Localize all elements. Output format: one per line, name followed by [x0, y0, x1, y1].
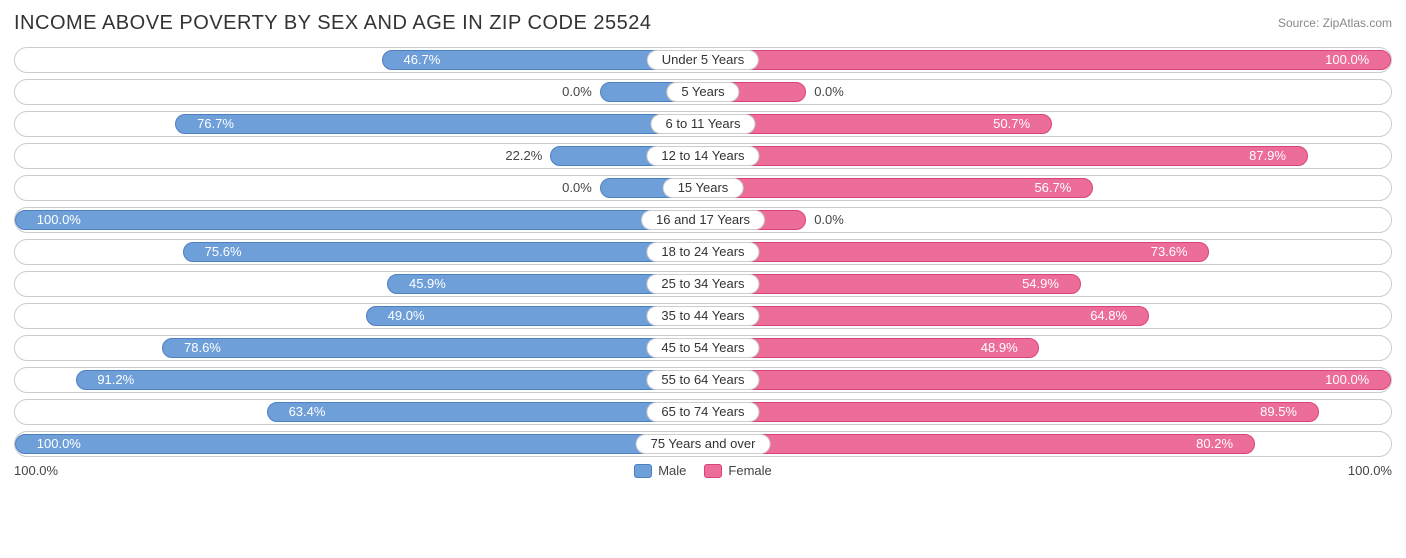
age-label: Under 5 Years	[647, 50, 759, 70]
female-value: 73.6%	[1151, 240, 1196, 266]
chart-row: 46.7% 100.0% Under 5 Years	[14, 47, 1392, 73]
male-bar	[267, 402, 703, 422]
male-value: 100.0%	[29, 208, 81, 234]
female-bar	[703, 402, 1319, 422]
female-value: 80.2%	[1196, 432, 1241, 458]
age-label: 25 to 34 Years	[646, 274, 759, 294]
male-value: 45.9%	[401, 272, 446, 298]
age-label: 12 to 14 Years	[646, 146, 759, 166]
female-bar	[703, 306, 1149, 326]
male-bar	[76, 370, 703, 390]
female-value: 50.7%	[993, 112, 1038, 138]
male-value: 63.4%	[281, 400, 326, 426]
female-value: 0.0%	[806, 80, 844, 106]
chart-row: 22.2% 87.9% 12 to 14 Years	[14, 143, 1392, 169]
female-bar	[703, 434, 1255, 454]
chart-title: INCOME ABOVE POVERTY BY SEX AND AGE IN Z…	[14, 12, 651, 35]
age-label: 75 Years and over	[636, 434, 771, 454]
female-bar	[703, 242, 1209, 262]
female-value: 64.8%	[1090, 304, 1135, 330]
male-bar	[175, 114, 703, 134]
chart-row: 100.0% 0.0% 16 and 17 Years	[14, 207, 1392, 233]
chart-row: 0.0% 56.7% 15 Years	[14, 175, 1392, 201]
chart-row: 91.2% 100.0% 55 to 64 Years	[14, 367, 1392, 393]
male-bar	[15, 210, 703, 230]
male-value: 22.2%	[505, 144, 550, 170]
female-value: 54.9%	[1022, 272, 1067, 298]
female-bar	[703, 146, 1308, 166]
male-swatch	[634, 464, 652, 478]
age-label: 55 to 64 Years	[646, 370, 759, 390]
legend-item-male: Male	[634, 463, 686, 478]
female-value: 100.0%	[1325, 368, 1377, 394]
male-value: 100.0%	[29, 432, 81, 458]
male-bar	[162, 338, 703, 358]
female-value: 48.9%	[981, 336, 1026, 362]
female-value: 87.9%	[1249, 144, 1294, 170]
male-bar	[15, 434, 703, 454]
legend: Male Female	[634, 463, 772, 478]
male-value: 75.6%	[197, 240, 242, 266]
female-swatch	[704, 464, 722, 478]
chart-source: Source: ZipAtlas.com	[1278, 16, 1392, 30]
age-label: 45 to 54 Years	[646, 338, 759, 358]
legend-item-female: Female	[704, 463, 771, 478]
age-label: 15 Years	[663, 178, 744, 198]
male-bar	[183, 242, 703, 262]
legend-female-label: Female	[728, 463, 771, 478]
chart-row: 63.4% 89.5% 65 to 74 Years	[14, 399, 1392, 425]
female-value: 56.7%	[1034, 176, 1079, 202]
male-value: 0.0%	[562, 176, 600, 202]
female-value: 89.5%	[1260, 400, 1305, 426]
axis-left-label: 100.0%	[14, 463, 58, 478]
axis-right-label: 100.0%	[1348, 463, 1392, 478]
chart-row: 49.0% 64.8% 35 to 44 Years	[14, 303, 1392, 329]
chart-row: 78.6% 48.9% 45 to 54 Years	[14, 335, 1392, 361]
diverging-bar-chart: 46.7% 100.0% Under 5 Years 0.0% 0.0% 5 Years 7…	[14, 47, 1392, 457]
chart-row: 0.0% 0.0% 5 Years	[14, 79, 1392, 105]
age-label: 16 and 17 Years	[641, 210, 765, 230]
chart-row: 100.0% 80.2% 75 Years and over	[14, 431, 1392, 457]
chart-row: 75.6% 73.6% 18 to 24 Years	[14, 239, 1392, 265]
male-value: 0.0%	[562, 80, 600, 106]
chart-row: 45.9% 54.9% 25 to 34 Years	[14, 271, 1392, 297]
female-bar	[703, 370, 1391, 390]
chart-row: 76.7% 50.7% 6 to 11 Years	[14, 111, 1392, 137]
female-value: 100.0%	[1325, 48, 1377, 74]
age-label: 6 to 11 Years	[651, 114, 756, 134]
age-label: 35 to 44 Years	[646, 306, 759, 326]
male-value: 78.6%	[176, 336, 221, 362]
female-bar	[703, 50, 1391, 70]
male-value: 76.7%	[189, 112, 234, 138]
legend-male-label: Male	[658, 463, 686, 478]
male-value: 49.0%	[380, 304, 425, 330]
female-value: 0.0%	[806, 208, 844, 234]
age-label: 18 to 24 Years	[646, 242, 759, 262]
age-label: 65 to 74 Years	[646, 402, 759, 422]
male-value: 46.7%	[395, 48, 440, 74]
age-label: 5 Years	[666, 82, 739, 102]
male-value: 91.2%	[89, 368, 134, 394]
